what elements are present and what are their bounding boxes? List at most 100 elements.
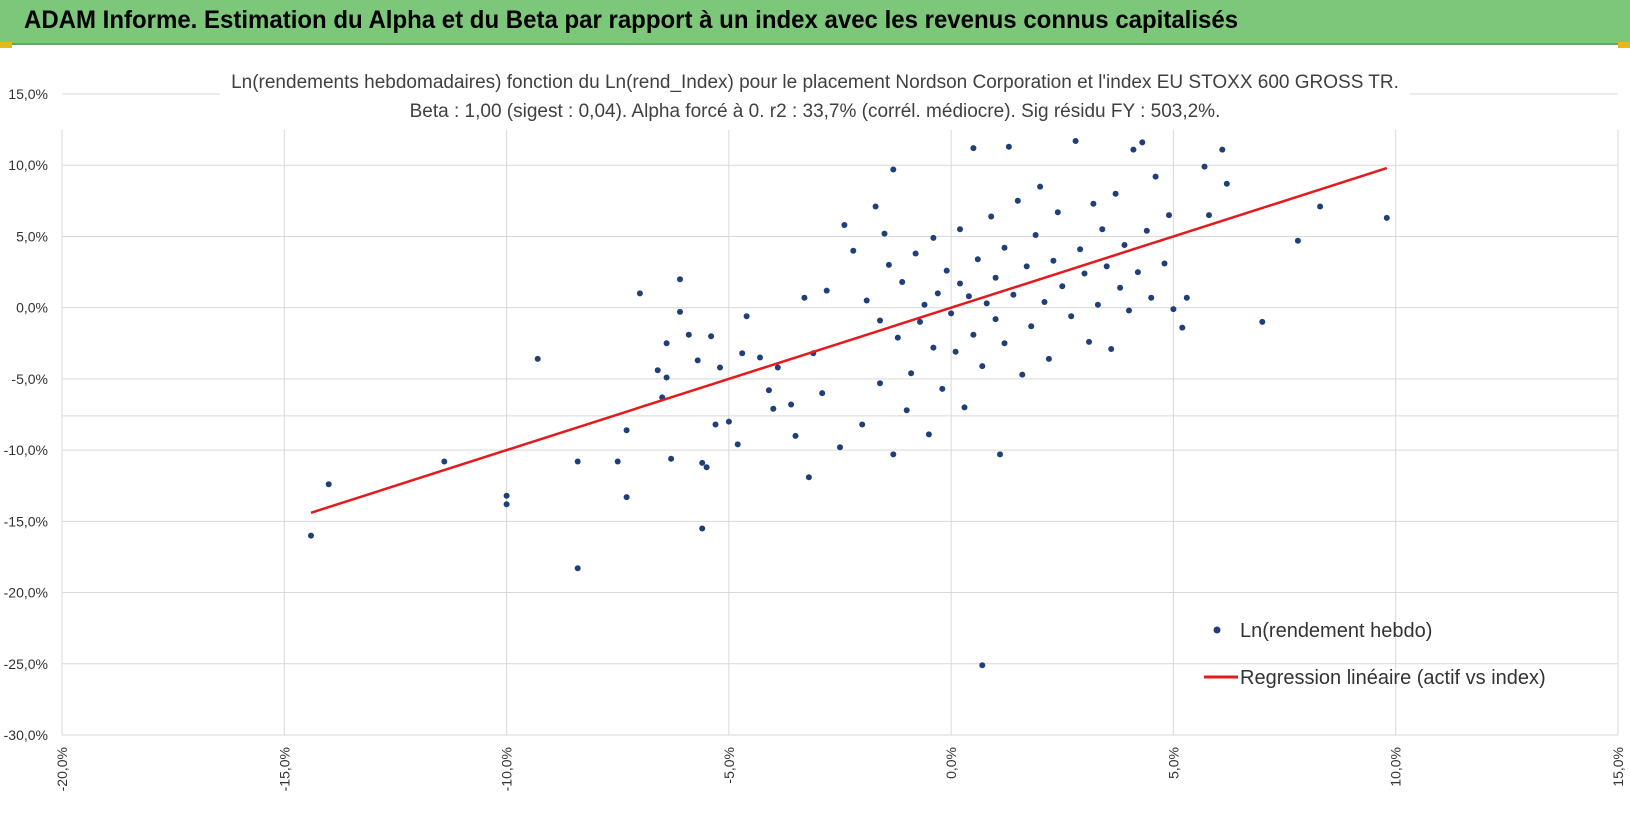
- scatter-point: [792, 432, 799, 439]
- scatter-point: [877, 380, 883, 387]
- scatter-point: [1201, 163, 1208, 170]
- scatter-point: [877, 317, 883, 324]
- scatter-point: [574, 565, 581, 572]
- scatter-point: [823, 287, 830, 294]
- chart-canvas: Ln(rendements hebdomadaires) fonction du…: [4, 65, 1626, 791]
- scatter-point: [841, 222, 848, 228]
- scatter-point: [1050, 257, 1057, 264]
- scatter-point: [908, 370, 915, 377]
- scatter-point: [308, 532, 314, 539]
- scatter-point: [1294, 237, 1301, 244]
- scatter-point: [663, 374, 670, 381]
- legend-label-line: Regression linéaire (actif vs index): [1240, 667, 1546, 689]
- legend-label-points: Ln(rendement hebdo): [1240, 620, 1432, 642]
- x-tick-label: 15,0%: [1610, 747, 1626, 787]
- scatter-point: [801, 294, 808, 301]
- scatter-point: [1068, 313, 1075, 320]
- scatter-point: [997, 451, 1003, 458]
- scatter-point: [1317, 203, 1324, 210]
- scatter-point: [1112, 190, 1119, 197]
- scatter-point: [934, 290, 941, 297]
- y-tick-label: 15,0%: [8, 86, 48, 102]
- y-tick-label: 5,0%: [16, 228, 48, 244]
- x-tick-label: 5,0%: [1165, 747, 1181, 779]
- scatter-point: [1170, 306, 1177, 313]
- scatter-point: [694, 357, 701, 364]
- scatter-point: [881, 230, 888, 237]
- scatter-point: [819, 390, 826, 397]
- x-tick-label: -15,0%: [276, 747, 292, 791]
- scatter-point: [1001, 244, 1008, 251]
- scatter-point: [1010, 291, 1017, 298]
- scatter-point: [1059, 283, 1066, 290]
- scatter-point: [894, 334, 901, 341]
- scatter-point: [925, 431, 932, 438]
- scatter-point: [992, 316, 999, 323]
- scatter-point: [979, 662, 986, 669]
- scatter-point: [1019, 371, 1026, 378]
- scatter-point: [734, 441, 741, 448]
- scatter-point: [930, 344, 937, 351]
- x-tick-label: 0,0%: [943, 747, 959, 779]
- chart-title-block: Ln(rendements hebdomadaires) fonction du…: [220, 65, 1410, 123]
- y-tick-label: -5,0%: [11, 371, 48, 387]
- scatter-point: [1032, 232, 1039, 238]
- scatter-point: [1001, 340, 1008, 347]
- scatter-point: [1090, 200, 1097, 207]
- scatter-point: [1121, 242, 1128, 248]
- y-tick-label: -20,0%: [4, 585, 48, 601]
- scatter-point: [948, 310, 955, 317]
- y-tick-label: 10,0%: [8, 157, 48, 173]
- scatter-point: [1005, 143, 1012, 150]
- scatter-point: [757, 354, 763, 361]
- x-tick-label: -10,0%: [499, 747, 515, 791]
- scatter-point: [970, 145, 977, 152]
- corner-marker-right: [1618, 42, 1630, 48]
- scatter-point: [1023, 263, 1030, 270]
- scatter-point: [1094, 301, 1101, 308]
- scatter-point: [917, 318, 923, 325]
- scatter-point: [717, 364, 723, 371]
- corner-marker-left: [0, 42, 12, 48]
- report-header: ADAM Informe. Estimation du Alpha et du …: [0, 0, 1630, 45]
- scatter-point: [503, 501, 510, 508]
- scatter-point: [1130, 146, 1137, 153]
- scatter-point: [890, 451, 897, 458]
- scatter-point: [1103, 263, 1110, 270]
- scatter-point: [863, 297, 870, 304]
- scatter-point: [899, 279, 906, 285]
- scatter-point: [503, 492, 510, 499]
- scatter-point: [943, 267, 950, 274]
- scatter-point: [1166, 212, 1172, 219]
- scatter-point: [1108, 346, 1115, 352]
- scatter-point: [837, 444, 843, 451]
- legend-marker-points: [1213, 626, 1221, 634]
- scatter-point: [614, 458, 621, 465]
- scatter-point: [983, 300, 990, 307]
- scatter-point: [1045, 355, 1052, 362]
- scatter-point: [930, 234, 937, 241]
- scatter-point: [1117, 284, 1124, 291]
- scatter-point: [1383, 214, 1390, 221]
- scatter-point: [903, 407, 910, 414]
- report-title: ADAM Informe. Estimation du Alpha et du …: [24, 6, 1239, 34]
- scatter-point: [979, 363, 986, 370]
- scatter-point: [654, 367, 661, 374]
- y-tick-label: -15,0%: [4, 513, 48, 529]
- scatter-point: [988, 213, 995, 220]
- regression-series: [310, 166, 1388, 514]
- scatter-point: [774, 364, 781, 371]
- scatter-point: [1152, 173, 1159, 180]
- scatter-point: [699, 459, 706, 466]
- scatter-point: [765, 387, 772, 394]
- chart-subtitle: Beta : 1,00 (sigest : 0,04). Alpha forcé…: [410, 101, 1221, 122]
- scatter-point: [441, 458, 448, 465]
- scatter-point: [859, 421, 866, 428]
- scatter-point: [668, 455, 675, 462]
- scatter-point: [850, 247, 857, 254]
- scatter-point: [1161, 260, 1168, 267]
- scatter-point: [636, 290, 643, 297]
- scatter-point: [770, 405, 777, 412]
- title-background: [220, 65, 1410, 123]
- scatter-point: [739, 350, 746, 357]
